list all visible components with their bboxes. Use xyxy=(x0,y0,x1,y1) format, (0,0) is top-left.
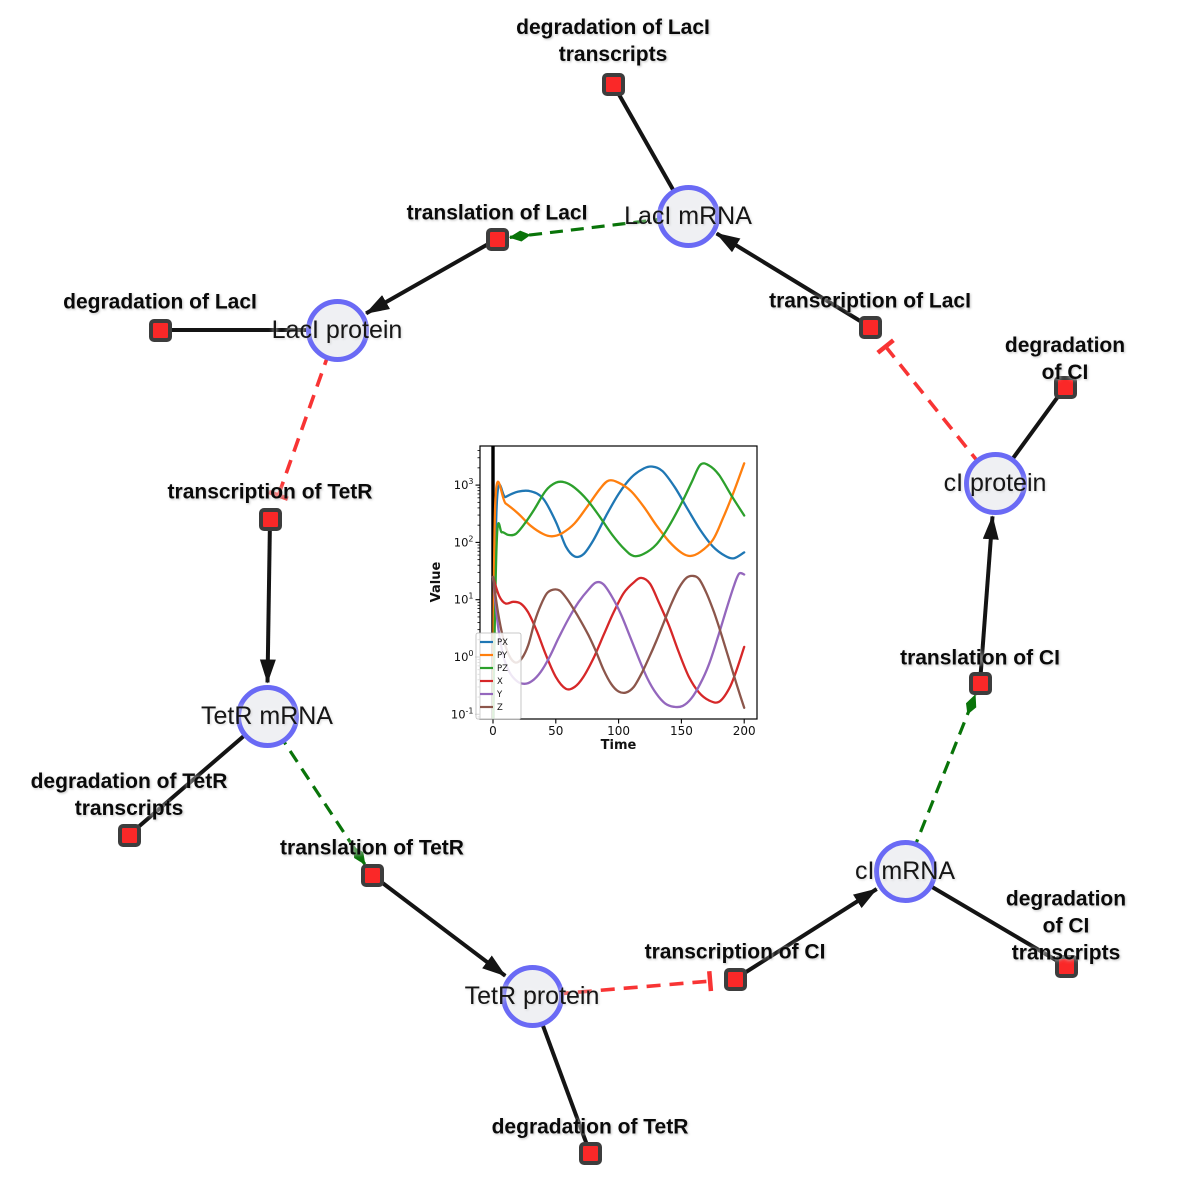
legend-label-PZ: PZ xyxy=(497,664,508,674)
edge-txn_ci-ci_mrna-arrow xyxy=(733,887,878,981)
series-line-X xyxy=(491,575,746,704)
species-node-laci_protein[interactable] xyxy=(305,298,369,362)
y-tick-label: 101 xyxy=(454,592,474,607)
reaction-node-transl_tetr[interactable] xyxy=(360,863,384,887)
x-tick-label: 0 xyxy=(489,724,497,738)
edge-transl_tetr-tetr_protein-arrow xyxy=(370,873,507,978)
legend-label-Y: Y xyxy=(496,690,503,700)
series-line-Y xyxy=(491,571,746,709)
legend-label-PY: PY xyxy=(497,651,508,661)
axis-ticks: 0 50 100 150 200 10-1 100 101 102 103 xyxy=(451,450,756,738)
series-line-Z xyxy=(491,574,746,709)
legend-label-X: X xyxy=(497,677,503,687)
reaction-node-deg_ci[interactable] xyxy=(1053,375,1077,399)
species-node-laci_mrna[interactable] xyxy=(656,184,720,248)
legend-label-PX: PX xyxy=(497,638,508,648)
species-node-tetr_protein[interactable] xyxy=(500,964,564,1028)
y-tick-label: 102 xyxy=(454,534,474,549)
y-axis-label: Value xyxy=(429,561,444,602)
reaction-node-txn_tetr[interactable] xyxy=(258,507,282,531)
edge-txn_tetr-tetr_mrna-arrow xyxy=(259,518,276,684)
inset-chart: 0 50 100 150 200 10-1 100 101 102 103 PX PY PZ XYZ T… xyxy=(429,437,774,767)
reaction-node-deg_ci_tx[interactable] xyxy=(1054,954,1078,978)
y-tick-label: 100 xyxy=(454,649,474,664)
series-line-PZ xyxy=(492,462,746,719)
chart-legend: PX PY PZ XYZ xyxy=(475,632,522,720)
y-tick-label: 103 xyxy=(454,477,474,492)
series-line-PX xyxy=(492,465,746,719)
species-node-ci_protein[interactable] xyxy=(963,451,1027,515)
edge-txn_laci-laci_mrna-arrow xyxy=(715,231,872,329)
reaction-node-deg_tetr_tx[interactable] xyxy=(117,823,141,847)
reaction-node-txn_laci[interactable] xyxy=(858,315,882,339)
x-tick-label: 150 xyxy=(670,724,693,738)
series-line-PY xyxy=(491,462,746,719)
chart-curves xyxy=(491,446,746,719)
x-axis-label: Time xyxy=(601,738,637,753)
reaction-node-deg_tetr[interactable] xyxy=(578,1141,602,1165)
plot-frame xyxy=(479,445,758,720)
reaction-node-transl_ci[interactable] xyxy=(968,671,992,695)
x-tick-label: 200 xyxy=(733,724,756,738)
edge-transl_laci-laci_protein-arrow xyxy=(365,237,498,316)
reaction-node-txn_ci[interactable] xyxy=(723,967,747,991)
edge-transl_ci-ci_protein-arrow xyxy=(978,515,999,684)
legend-label-Z: Z xyxy=(497,703,503,713)
reaction-node-transl_laci[interactable] xyxy=(485,227,509,251)
reaction-node-deg_laci[interactable] xyxy=(148,318,172,342)
x-tick-label: 100 xyxy=(607,724,630,738)
x-tick-label: 50 xyxy=(548,724,563,738)
species-node-tetr_mrna[interactable] xyxy=(235,684,299,748)
reaction-node-deg_laci_tx[interactable] xyxy=(601,72,625,96)
y-tick-label: 10-1 xyxy=(451,706,474,721)
species-node-ci_mrna[interactable] xyxy=(873,839,937,903)
